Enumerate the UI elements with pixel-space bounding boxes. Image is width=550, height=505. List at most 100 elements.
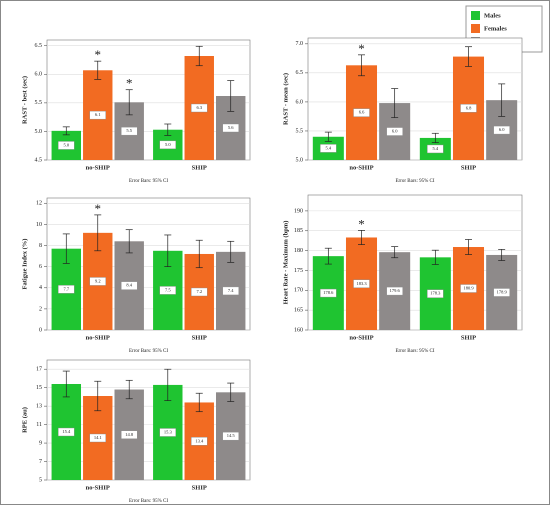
y-tick-label: 13 bbox=[36, 404, 42, 410]
y-tick-label: 6.5 bbox=[296, 70, 304, 76]
value-label: 178.6 bbox=[323, 290, 334, 295]
y-tick-label: 5.5 bbox=[35, 100, 43, 106]
significance-marker: * bbox=[126, 76, 133, 91]
y-tick-label: 11 bbox=[36, 422, 42, 428]
y-tick-label: 17 bbox=[36, 367, 42, 373]
y-tick-label: 12 bbox=[36, 201, 42, 207]
value-label: 178.9 bbox=[497, 290, 508, 295]
value-label-box bbox=[58, 285, 75, 294]
value-label-box bbox=[121, 430, 138, 439]
x-tick-label: SHIP bbox=[192, 484, 207, 491]
value-label-box bbox=[121, 281, 138, 290]
axis-note: Error Bars: 95% CI bbox=[395, 349, 434, 354]
x-tick-label: no-SHIP bbox=[349, 334, 373, 341]
value-label: 179.6 bbox=[390, 288, 401, 293]
x-tick-label: no-SHIP bbox=[86, 334, 110, 341]
value-label: 6.0 bbox=[499, 127, 505, 132]
x-tick-label: SHIP bbox=[192, 164, 207, 171]
y-tick-label: 5.5 bbox=[296, 128, 304, 134]
value-label: 180.9 bbox=[463, 286, 474, 291]
value-label-box bbox=[222, 286, 239, 296]
legend-label: Females bbox=[484, 25, 507, 32]
value-label-box bbox=[191, 103, 208, 113]
value-label-box bbox=[320, 288, 337, 298]
value-label-box bbox=[222, 431, 239, 441]
value-label: 6.3 bbox=[196, 105, 202, 110]
x-tick-label: SHIP bbox=[461, 334, 476, 341]
value-label-box bbox=[493, 125, 510, 135]
value-label-box bbox=[58, 427, 75, 437]
value-label: 7.2 bbox=[196, 289, 202, 294]
y-tick-label: 6 bbox=[39, 264, 42, 270]
y-tick-label: 0 bbox=[39, 327, 42, 333]
value-label-box bbox=[386, 286, 403, 296]
value-label: 5.4 bbox=[433, 146, 439, 151]
y-axis-title: Heart Rate - Maximum (bpm) bbox=[282, 221, 289, 305]
value-label-box bbox=[320, 144, 337, 153]
y-tick-label: 170 bbox=[294, 288, 303, 294]
y-tick-label: 165 bbox=[294, 308, 303, 314]
value-label: 5.0 bbox=[165, 142, 171, 147]
y-tick-label: 10 bbox=[36, 222, 42, 228]
y-tick-label: 6.5 bbox=[35, 43, 43, 49]
value-label-box bbox=[460, 104, 477, 113]
y-tick-label: 6.0 bbox=[35, 72, 43, 78]
y-tick-label: 190 bbox=[294, 208, 303, 214]
significance-marker: * bbox=[358, 41, 365, 56]
x-tick-label: no-SHIP bbox=[86, 164, 110, 171]
y-tick-label: 5.0 bbox=[296, 157, 304, 163]
y-tick-label: 2 bbox=[39, 306, 42, 312]
value-label: 7.4 bbox=[228, 288, 234, 293]
value-label-box bbox=[386, 127, 403, 136]
y-axis-title: Fatigue Index (%) bbox=[21, 239, 28, 290]
legend-label: Males bbox=[484, 12, 501, 19]
y-axis-title: RAST - mean (sec) bbox=[282, 73, 289, 125]
axis-note: Error Bars: 95% CI bbox=[129, 499, 168, 504]
value-label: 14.1 bbox=[94, 435, 102, 440]
y-tick-label: 7.0 bbox=[296, 41, 304, 47]
y-tick-label: 5 bbox=[39, 477, 42, 483]
value-label: 7.5 bbox=[165, 287, 171, 292]
value-label-box bbox=[353, 108, 370, 117]
value-label: 5.4 bbox=[326, 145, 332, 150]
significance-marker: * bbox=[95, 47, 102, 62]
y-tick-label: 4.5 bbox=[35, 157, 43, 163]
axis-note: Error Bars: 95% CI bbox=[395, 179, 434, 184]
axis-note: Error Bars: 95% CI bbox=[129, 179, 168, 184]
value-label-box bbox=[222, 123, 239, 133]
y-tick-label: 180 bbox=[294, 248, 303, 254]
value-label-box bbox=[89, 110, 106, 120]
value-label: 8.4 bbox=[126, 283, 132, 288]
value-label: 183.3 bbox=[356, 281, 367, 286]
value-label-box bbox=[89, 433, 106, 443]
value-label: 14.5 bbox=[227, 433, 236, 438]
x-tick-label: SHIP bbox=[192, 334, 207, 341]
y-axis-title: RPE (au) bbox=[21, 407, 28, 433]
y-tick-label: 160 bbox=[294, 327, 303, 333]
value-label: 5.0 bbox=[63, 142, 69, 147]
value-label: 6.0 bbox=[392, 129, 398, 134]
y-tick-label: 175 bbox=[294, 268, 303, 274]
value-label-box bbox=[89, 277, 106, 286]
value-label-box bbox=[159, 428, 176, 437]
value-label-box bbox=[191, 287, 208, 297]
value-label: 6.8 bbox=[466, 105, 472, 110]
value-label-box bbox=[460, 284, 477, 293]
value-label: 6.6 bbox=[359, 110, 365, 115]
value-label-box bbox=[353, 279, 370, 288]
value-label: 178.3 bbox=[430, 291, 441, 296]
value-label-box bbox=[159, 140, 176, 150]
value-label-box bbox=[191, 437, 208, 446]
value-label: 5.5 bbox=[126, 128, 132, 133]
value-label-box bbox=[58, 141, 75, 150]
value-label: 15.4 bbox=[62, 429, 71, 434]
value-label-box bbox=[121, 126, 138, 136]
x-tick-label: no-SHIP bbox=[86, 484, 110, 491]
value-label-box bbox=[493, 288, 510, 297]
value-label: 6.1 bbox=[95, 112, 101, 117]
value-label: 15.3 bbox=[164, 429, 173, 434]
value-label-box bbox=[427, 289, 444, 298]
value-label: 5.6 bbox=[228, 125, 234, 130]
y-tick-label: 6.0 bbox=[296, 99, 304, 105]
